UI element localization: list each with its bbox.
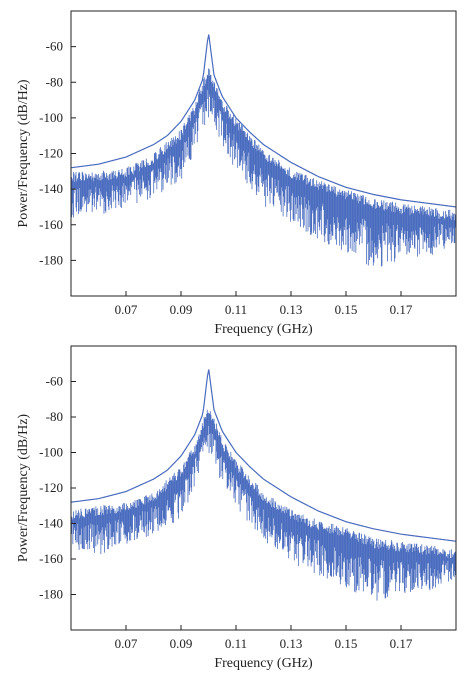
plot-frame (70, 345, 457, 631)
x-tick-label: 0.17 (390, 302, 413, 317)
y-tick-label: -140 (39, 516, 63, 531)
y-tick-label: -100 (39, 110, 63, 125)
y-tick-label: -180 (39, 587, 63, 602)
envelope-line (70, 369, 457, 542)
chart-panel-top: 0.07 0.09 0.11 0.13 0.15 0.17 -60 -80 -100 -120 -1… (16, 10, 457, 337)
x-tick-label: 0.13 (280, 302, 303, 317)
x-axis-label: Frequency (GHz) (214, 322, 313, 337)
x-tick-label: 0.15 (335, 636, 358, 651)
chart-panel-bottom: 0.07 0.09 0.11 0.13 0.15 0.17 -60 -80 -100 -120 -1… (16, 345, 457, 671)
x-tick-label: 0.07 (115, 636, 138, 651)
x-tick-label: 0.09 (170, 302, 193, 317)
y-tick-label: -180 (39, 252, 63, 267)
y-tick-label: -120 (39, 146, 63, 161)
y-tick-label: -80 (46, 74, 63, 89)
y-tick-label: -60 (46, 374, 63, 389)
spectrum-lines (70, 68, 457, 267)
x-tick-label: 0.09 (170, 636, 193, 651)
y-tick-label: -140 (39, 181, 63, 196)
y-tick-label: -120 (39, 480, 63, 495)
y-tick-label: -160 (39, 217, 63, 232)
x-tick-label: 0.17 (390, 636, 413, 651)
y-tick-label: -100 (39, 445, 63, 460)
x-tick-label: 0.07 (115, 302, 138, 317)
y-tick-label: -60 (46, 39, 63, 54)
y-tick-label: -80 (46, 409, 63, 424)
x-tick-label: 0.15 (335, 302, 358, 317)
envelope-line (70, 34, 457, 208)
x-axis-label: Frequency (GHz) (214, 656, 313, 671)
y-tick-label: -160 (39, 551, 63, 566)
x-tick-label: 0.13 (280, 636, 303, 651)
spectrum-lines (70, 409, 457, 601)
x-tick-label: 0.11 (225, 636, 247, 651)
x-tick-label: 0.11 (225, 302, 247, 317)
y-axis-label: Power/Frequency (dB/Hz) (16, 79, 31, 227)
y-axis-label: Power/Frequency (dB/Hz) (16, 414, 31, 562)
